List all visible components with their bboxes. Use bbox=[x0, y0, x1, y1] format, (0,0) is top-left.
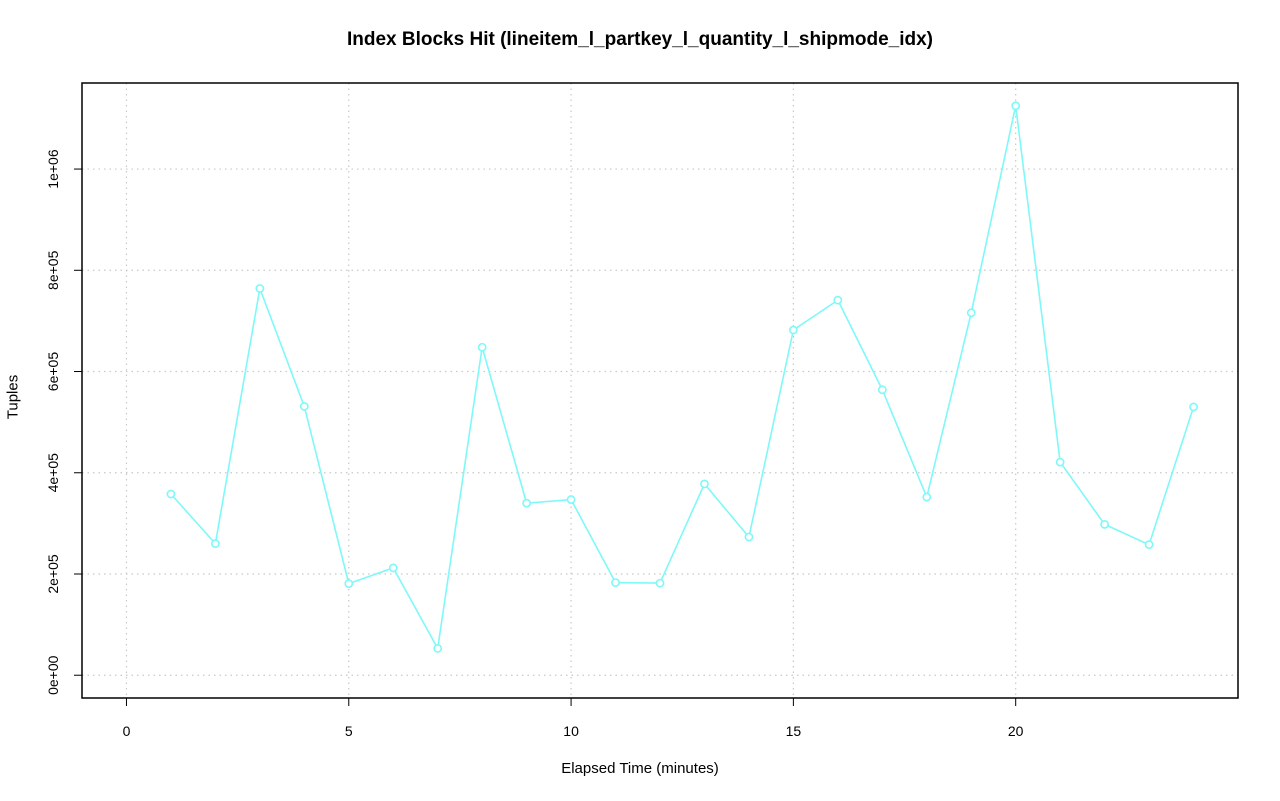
data-point bbox=[1011, 101, 1021, 111]
data-point bbox=[966, 308, 976, 318]
data-series bbox=[166, 101, 1198, 653]
data-point bbox=[1144, 540, 1154, 550]
data-point bbox=[922, 492, 932, 502]
chart-title: Index Blocks Hit (lineitem_l_partkey_l_q… bbox=[346, 29, 933, 50]
x-tick-label: 20 bbox=[1008, 723, 1024, 739]
data-point bbox=[611, 578, 620, 587]
data-point bbox=[1189, 402, 1198, 412]
y-tick-label: 4e+05 bbox=[45, 453, 61, 493]
data-point bbox=[344, 579, 354, 589]
data-point bbox=[166, 489, 176, 499]
data-point bbox=[744, 532, 754, 542]
x-tick-label: 10 bbox=[563, 723, 579, 739]
plot-frame bbox=[81, 82, 1239, 699]
data-point bbox=[833, 295, 843, 305]
y-tick-label: 6e+05 bbox=[45, 352, 61, 392]
data-point bbox=[1100, 519, 1110, 529]
data-point bbox=[522, 498, 532, 508]
data-point bbox=[299, 402, 309, 411]
y-tick-label: 1e+06 bbox=[45, 149, 61, 189]
x-tick-label: 15 bbox=[786, 723, 802, 739]
data-point bbox=[477, 342, 487, 352]
y-tick-label: 2e+05 bbox=[45, 554, 61, 594]
x-axis-label: Elapsed Time (minutes) bbox=[561, 760, 719, 777]
grid-lines bbox=[82, 83, 1238, 698]
axes: 0 5 10 15 20 0e+00 2e+05 4e+05 6e+05 8e+05 1e+06 bbox=[45, 149, 1024, 739]
data-point bbox=[788, 325, 798, 335]
y-tick-label: 8e+05 bbox=[45, 250, 61, 290]
data-point bbox=[566, 495, 576, 504]
y-tick-label: 0e+00 bbox=[45, 655, 61, 695]
data-point bbox=[655, 578, 665, 588]
series-line bbox=[170, 105, 1195, 651]
data-point bbox=[1055, 457, 1065, 467]
data-point bbox=[877, 385, 887, 395]
data-point bbox=[388, 563, 398, 573]
data-point bbox=[433, 643, 443, 653]
data-point bbox=[255, 284, 265, 293]
x-tick-label: 0 bbox=[123, 723, 131, 739]
data-point bbox=[210, 539, 220, 549]
data-point bbox=[700, 479, 709, 489]
x-tick-label: 5 bbox=[345, 723, 353, 739]
